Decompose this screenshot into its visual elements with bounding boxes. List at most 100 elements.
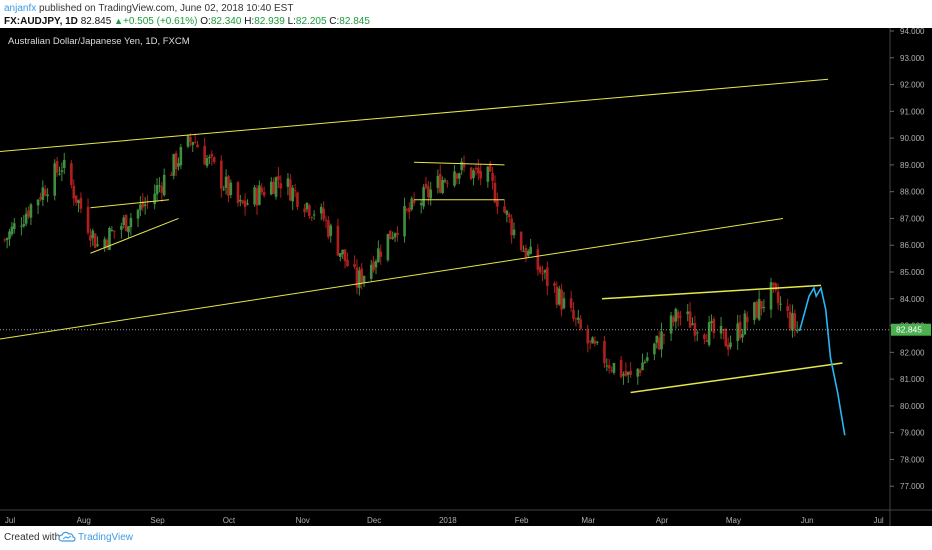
x-tick-label: 2018 [439, 516, 457, 525]
last-price: 82.845 [80, 16, 112, 27]
candle-body [369, 264, 373, 279]
candle-body [546, 267, 549, 286]
open-value: 82.340 [210, 16, 242, 27]
candle-body [253, 187, 256, 205]
candle-body [486, 166, 490, 182]
candle-body [710, 321, 713, 324]
candle-body [408, 207, 411, 212]
candle-body [312, 214, 316, 216]
candle-body [236, 182, 240, 203]
candle-body [479, 170, 482, 179]
candle-body [586, 329, 590, 344]
candle-body [691, 323, 694, 325]
time-axis[interactable]: Jul Aug Sep Oct Nov Dec 2018 Feb Mar Apr May Jun Jul [5, 516, 884, 525]
candle-body [536, 249, 540, 270]
trendline[interactable] [90, 199, 170, 209]
author-link[interactable]: anjanfx [4, 3, 37, 14]
candle-body [343, 249, 347, 262]
candle-body [143, 204, 147, 207]
candle-body [726, 344, 730, 350]
candle-body [441, 180, 444, 194]
trendline[interactable] [0, 78, 829, 152]
candle-body [153, 193, 156, 205]
y-tick-label: 88.000 [900, 188, 925, 197]
trendline[interactable] [414, 161, 505, 166]
candle-body [660, 331, 663, 350]
trendline[interactable] [0, 217, 783, 340]
candle-body [355, 267, 359, 288]
candle-body [655, 335, 659, 343]
y-tick-label: 89.000 [900, 161, 925, 170]
candle-body [588, 340, 592, 342]
candle-body [324, 219, 328, 221]
candle-body [279, 183, 283, 189]
candle-body [743, 313, 747, 335]
candle-body [239, 199, 242, 202]
candle-body [327, 220, 330, 238]
candle-body [177, 163, 180, 167]
y-tick-label: 87.000 [900, 214, 925, 223]
candle-body [557, 288, 561, 305]
projection-path [798, 285, 846, 436]
y-tick-label: 92.000 [900, 81, 925, 90]
candle-body [574, 318, 578, 320]
tradingview-brand[interactable]: TradingView [78, 532, 134, 543]
candle-body [110, 229, 114, 231]
candle-body [386, 233, 390, 261]
chart-area[interactable]: 77.00078.00079.00080.00081.00082.00083.0… [0, 28, 932, 526]
candle-body [141, 201, 145, 208]
price-axis[interactable]: 77.00078.00079.00080.00081.00082.00083.0… [890, 28, 925, 491]
x-tick-label: Nov [296, 516, 310, 525]
candle-body [319, 206, 323, 214]
trendline[interactable] [90, 217, 179, 254]
candle-body [310, 216, 314, 218]
candle-body [203, 145, 206, 165]
candle-body [505, 210, 509, 215]
candle-body [791, 313, 794, 331]
candle-body [569, 298, 573, 308]
candle-body [212, 157, 216, 163]
candle-body [210, 153, 214, 157]
trendline[interactable] [630, 362, 843, 394]
candle-body [653, 343, 656, 355]
candle-body [477, 167, 480, 174]
trendline[interactable] [602, 284, 822, 300]
candle-body [410, 198, 413, 210]
candle-body [155, 185, 159, 195]
candle-body [676, 312, 680, 319]
candle-body [591, 337, 594, 344]
price-chart[interactable]: 77.00078.00079.00080.00081.00082.00083.0… [0, 28, 932, 526]
candle-body [96, 244, 99, 246]
candles [3, 133, 799, 385]
candle-body [457, 173, 461, 179]
candle-body [576, 317, 580, 320]
candle-body [196, 144, 199, 148]
x-tick-label: Mar [581, 516, 595, 525]
candle-body [262, 191, 266, 196]
close-label: C: [329, 16, 340, 27]
up-arrow-icon: ▲ [114, 16, 123, 26]
x-tick-label: Apr [656, 516, 669, 525]
candle-body [745, 316, 749, 323]
candle-body [255, 188, 259, 206]
candle-body [472, 170, 475, 178]
candle-body [429, 189, 433, 199]
candle-body [424, 183, 428, 188]
candle-body [427, 186, 430, 198]
candle-body [243, 200, 247, 207]
candle-body [27, 210, 30, 217]
open-label: O: [200, 16, 211, 27]
y-tick-label: 84.000 [900, 295, 925, 304]
candle-body [12, 223, 16, 229]
candle-body [220, 160, 223, 189]
candle-body [79, 197, 83, 209]
y-tick-label: 91.000 [900, 107, 925, 116]
candle-body [662, 334, 666, 336]
publish-text: published on TradingView.com, June 02, 2… [39, 3, 294, 14]
candle-body [510, 218, 513, 236]
candle-body [377, 248, 380, 262]
candle-body [436, 175, 440, 188]
candle-body [638, 369, 642, 373]
x-tick-label: Sep [150, 516, 165, 525]
candle-body [541, 273, 544, 275]
